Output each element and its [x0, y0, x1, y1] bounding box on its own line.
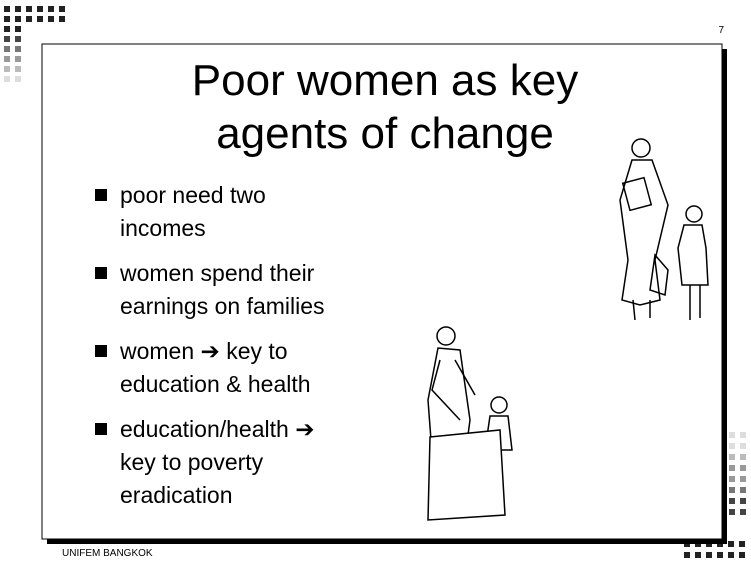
bullet-text: earnings on families — [120, 293, 325, 319]
bullet-text: poor need two — [120, 182, 266, 208]
footer: UNIFEM BANGKOK — [62, 548, 153, 559]
deco-square — [48, 6, 54, 12]
deco-square — [740, 454, 746, 460]
deco-square — [15, 6, 21, 12]
deco-square — [729, 498, 735, 504]
bullet-text: eradication — [120, 482, 233, 508]
deco-square — [15, 26, 21, 32]
deco-square — [684, 552, 690, 558]
deco-square — [4, 16, 10, 22]
deco-square — [740, 465, 746, 471]
slide-number: 7 — [718, 25, 724, 36]
bullet-marker — [95, 267, 107, 279]
deco-square — [26, 16, 32, 22]
deco-square — [59, 6, 65, 12]
deco-square — [4, 76, 10, 82]
slide: 7 UNIFEM BANGKOK Poor women as keyagents… — [0, 0, 751, 565]
deco-square — [4, 26, 10, 32]
deco-square — [740, 476, 746, 482]
bullet-text: education & health — [120, 371, 311, 397]
deco-square — [739, 541, 745, 547]
deco-square — [728, 552, 734, 558]
title-line: agents of change — [216, 109, 554, 158]
title-line: Poor women as key — [192, 56, 578, 105]
bullet-text: key to poverty — [120, 449, 264, 475]
deco-square — [26, 6, 32, 12]
deco-square — [729, 432, 735, 438]
deco-square — [37, 6, 43, 12]
deco-square — [729, 454, 735, 460]
deco-square — [4, 6, 10, 12]
deco-square — [729, 476, 735, 482]
deco-square — [695, 552, 701, 558]
bullet-text: women spend their — [119, 260, 315, 286]
deco-square — [729, 465, 735, 471]
deco-square — [15, 46, 21, 52]
deco-square — [740, 432, 746, 438]
deco-square — [15, 16, 21, 22]
bullet-text: incomes — [120, 215, 206, 241]
deco-square — [4, 66, 10, 72]
deco-square — [4, 46, 10, 52]
deco-square — [706, 552, 712, 558]
deco-square — [15, 66, 21, 72]
deco-square — [59, 16, 65, 22]
deco-square — [740, 498, 746, 504]
deco-square — [717, 552, 723, 558]
deco-square — [15, 56, 21, 62]
deco-square — [4, 36, 10, 42]
deco-square — [740, 509, 746, 515]
deco-square — [15, 76, 21, 82]
deco-square — [729, 487, 735, 493]
deco-square — [48, 16, 54, 22]
bullet-text: women ➔ key to — [119, 338, 288, 364]
deco-square — [729, 509, 735, 515]
deco-square — [37, 16, 43, 22]
deco-square — [739, 552, 745, 558]
bullet-marker — [95, 189, 107, 201]
bullet-marker — [95, 345, 107, 357]
bullet-marker — [95, 423, 107, 435]
deco-square — [728, 541, 734, 547]
deco-square — [740, 487, 746, 493]
deco-square — [729, 443, 735, 449]
deco-square — [740, 443, 746, 449]
bullet-text: education/health ➔ — [120, 416, 314, 442]
deco-square — [4, 56, 10, 62]
deco-square — [15, 36, 21, 42]
